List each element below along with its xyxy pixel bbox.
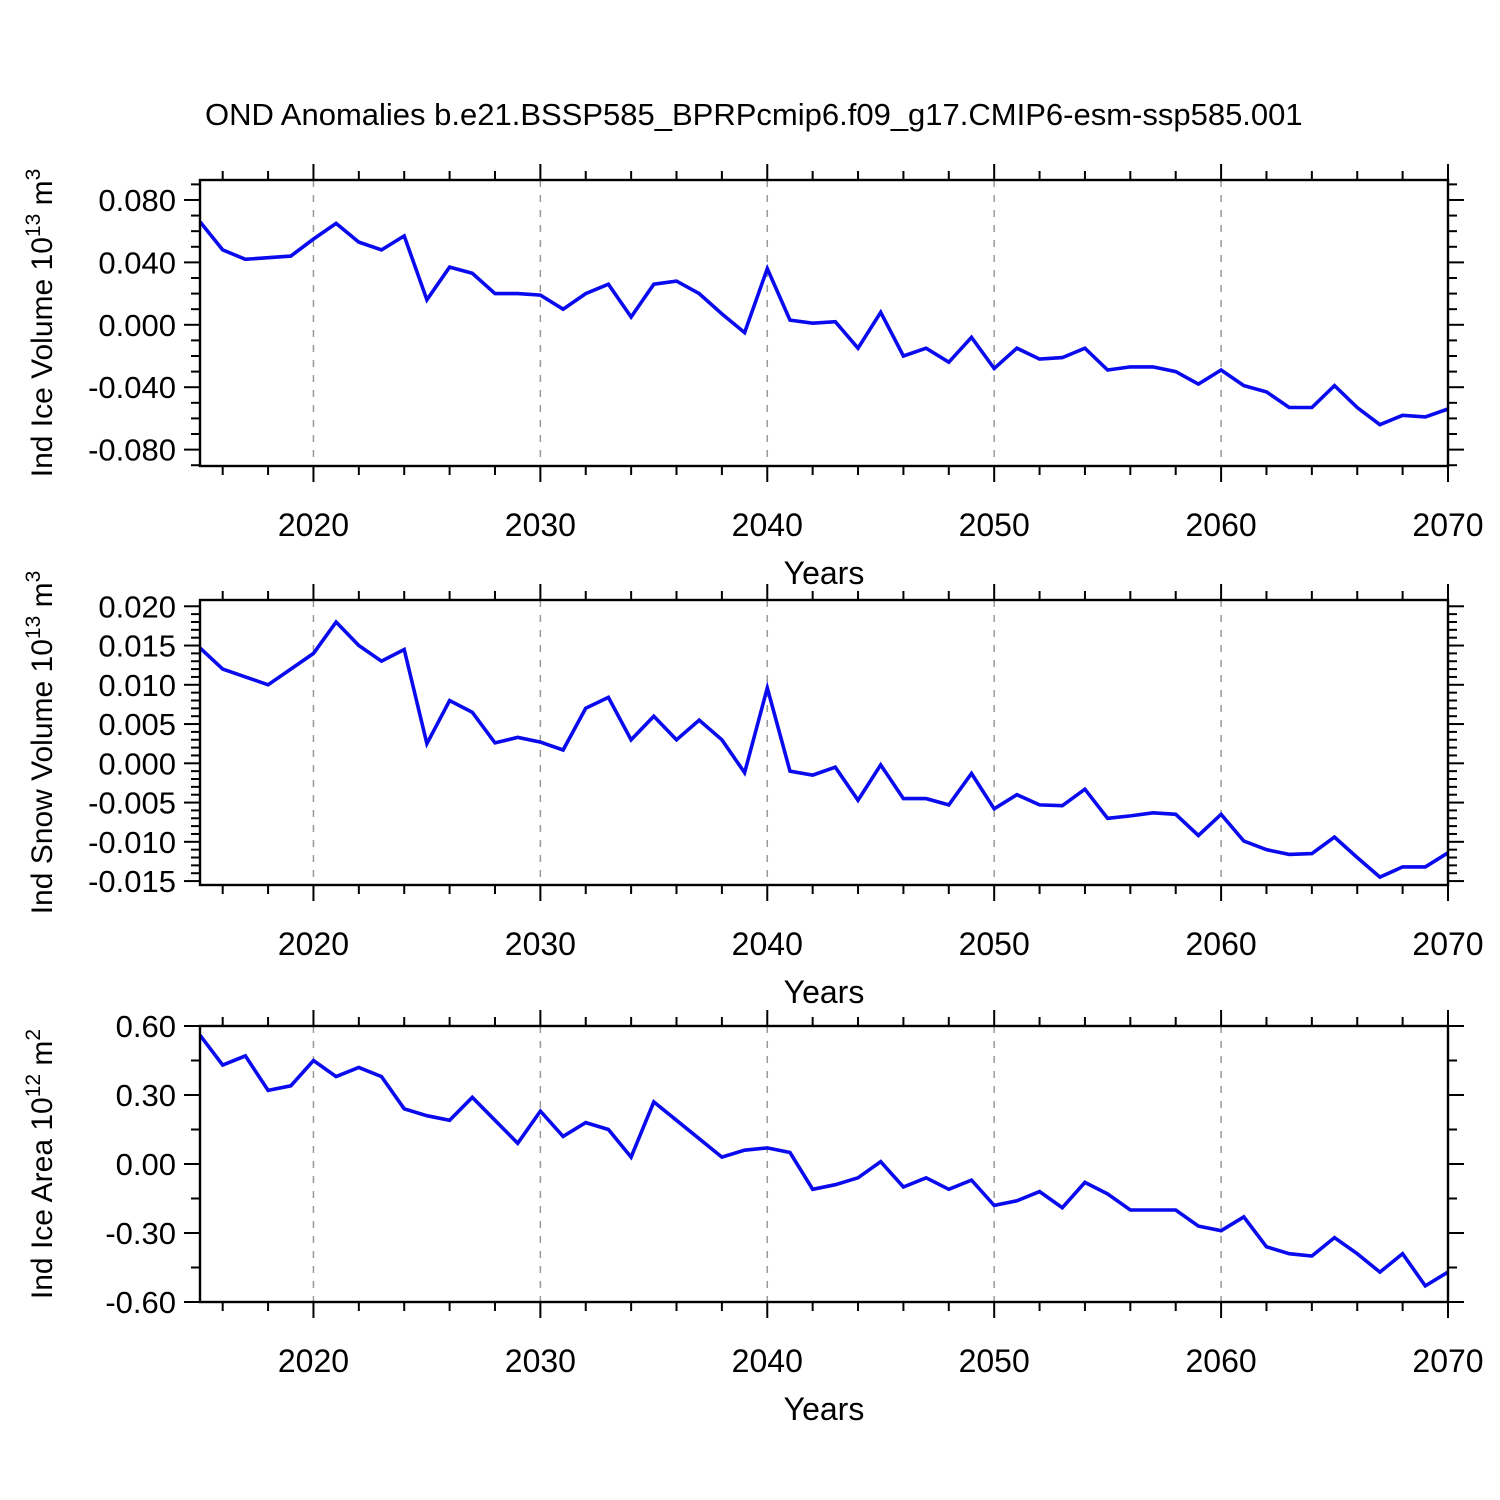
y-tick-label: 0.080 xyxy=(98,183,176,218)
y-axis-title-superscript: 13 xyxy=(22,616,45,639)
panel-ind-ice-area: Ind Ice Area 1012 m2 xyxy=(22,1010,1464,1318)
plot-box xyxy=(198,178,1450,468)
y-axis-title: Ind Ice Area 1012 m2 xyxy=(22,1029,59,1299)
x-tick-label: 2050 xyxy=(959,507,1030,543)
y-tick-label: 0.020 xyxy=(98,589,176,624)
x-tick-label: 2060 xyxy=(1185,926,1256,962)
y-tick-label: -0.080 xyxy=(88,433,176,468)
y-axis-title-text: m xyxy=(26,582,59,615)
y-tick-label: 0.010 xyxy=(98,668,176,703)
y-tick-label: -0.040 xyxy=(88,370,176,405)
x-tick-label: 2070 xyxy=(1412,507,1483,543)
y-tick-label: 0.005 xyxy=(98,707,176,742)
y-tick-label: -0.60 xyxy=(105,1285,176,1320)
y-axis-title-text: Ind Ice Volume 10 xyxy=(26,237,59,477)
x-axis-title: Years xyxy=(784,1391,865,1427)
y-tick-label: 0.60 xyxy=(116,1009,176,1044)
y-axis-title-superscript: 12 xyxy=(22,1074,45,1097)
y-axis-title-text: Ind Ice Area 10 xyxy=(26,1097,59,1299)
y-tick-label: 0.00 xyxy=(116,1147,176,1182)
plot-box xyxy=(198,1024,1450,1304)
x-tick-label: 2020 xyxy=(278,1343,349,1379)
panel-ind-ice-volume: Ind Ice Volume 1013 m3 xyxy=(22,164,1464,482)
x-tick-label: 2020 xyxy=(278,926,349,962)
x-tick-label: 2040 xyxy=(732,507,803,543)
x-tick-label: 2060 xyxy=(1185,1343,1256,1379)
y-tick-label: 0.000 xyxy=(98,308,176,343)
y-axis-title-text: Ind Snow Volume 10 xyxy=(26,639,59,914)
x-tick-label: 2030 xyxy=(505,926,576,962)
data-line xyxy=(198,1034,1449,1289)
y-axis-title-superscript: 3 xyxy=(22,571,45,583)
y-tick-label: -0.005 xyxy=(88,786,176,821)
y-tick-label: 0.30 xyxy=(116,1078,176,1113)
y-axis-title-text: m xyxy=(26,180,59,213)
y-axis-title: Ind Ice Volume 1013 m3 xyxy=(22,169,59,478)
x-tick-label: 2060 xyxy=(1185,507,1256,543)
y-tick-label: -0.015 xyxy=(88,864,176,899)
x-tick-label: 2050 xyxy=(959,926,1030,962)
x-tick-label: 2050 xyxy=(959,1343,1030,1379)
x-tick-label: 2070 xyxy=(1412,1343,1483,1379)
y-axis-title: Ind Snow Volume 1013 m3 xyxy=(22,571,59,915)
y-axis-title-superscript: 3 xyxy=(22,169,45,181)
y-tick-label: 0.015 xyxy=(98,629,176,664)
x-axis-title: Years xyxy=(784,555,865,591)
plot-box xyxy=(198,598,1450,887)
x-tick-label: 2030 xyxy=(505,507,576,543)
data-line xyxy=(198,220,1449,427)
y-tick-label: 0.040 xyxy=(98,245,176,280)
y-axis-title-superscript: 13 xyxy=(22,214,45,237)
y-tick-label: -0.010 xyxy=(88,825,176,860)
x-tick-label: 2030 xyxy=(505,1343,576,1379)
x-axis-title: Years xyxy=(784,974,865,1010)
y-axis-title-text: m xyxy=(26,1041,59,1074)
panel-ind-snow-volume: Ind Snow Volume 1013 m3 xyxy=(22,571,1464,915)
page-title: OND Anomalies b.e21.BSSP585_BPRPcmip6.f0… xyxy=(205,97,1303,132)
x-tick-label: 2070 xyxy=(1412,926,1483,962)
x-tick-label: 2040 xyxy=(732,1343,803,1379)
y-axis-title-superscript: 2 xyxy=(22,1029,45,1041)
y-tick-label: -0.30 xyxy=(105,1216,176,1251)
data-line xyxy=(198,619,1449,880)
x-tick-label: 2040 xyxy=(732,926,803,962)
y-tick-label: 0.000 xyxy=(98,746,176,781)
x-tick-label: 2020 xyxy=(278,507,349,543)
